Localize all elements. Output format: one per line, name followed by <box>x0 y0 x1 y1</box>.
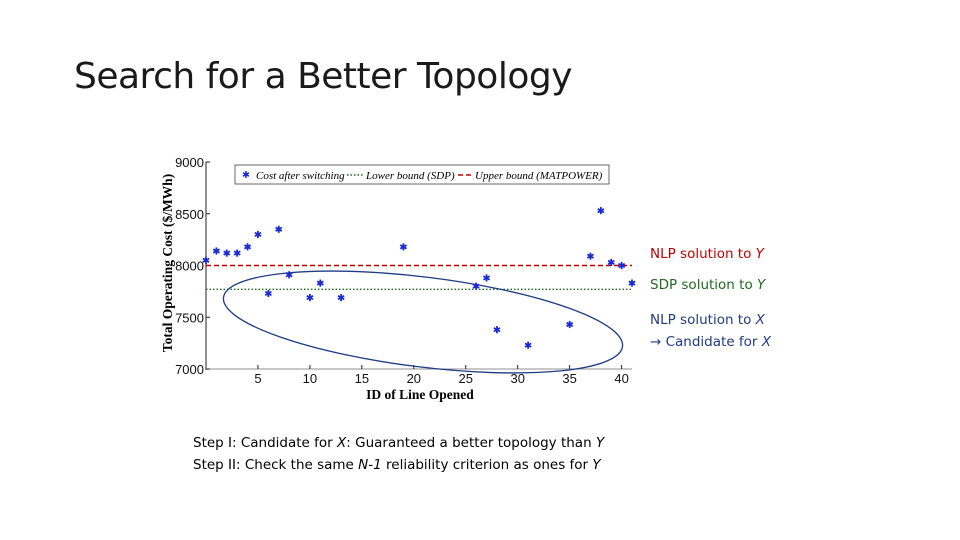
data-point-core <box>224 251 229 255</box>
data-point <box>482 274 491 282</box>
data-point <box>586 252 595 260</box>
data-point-core <box>609 260 614 265</box>
x-tick-label: 35 <box>562 371 576 386</box>
data-point <box>628 279 636 287</box>
x-tick-label: 25 <box>459 371 473 386</box>
step-1-prefix: Step I: Candidate for <box>193 435 338 451</box>
data-point-core <box>214 249 219 253</box>
data-point-core <box>526 343 530 347</box>
data-point <box>337 293 345 302</box>
data-point <box>566 320 574 329</box>
data-point-core <box>308 295 312 300</box>
annotation-sdp-y-var: Y <box>757 277 766 293</box>
annotation-nlp-y-text: NLP solution to <box>650 246 756 262</box>
data-point <box>243 243 252 251</box>
step-2-prefix: Step II: Check the same <box>193 457 359 473</box>
data-point <box>233 249 241 257</box>
x-axis-label: ID of Line Opened <box>366 387 474 402</box>
y-tick-label: 7000 <box>175 362 204 377</box>
data-point-core <box>474 284 478 289</box>
legend-entry-upper: Upper bound (MATPOWER) <box>475 170 603 182</box>
step-1-var: X <box>337 435 347 451</box>
data-point-core <box>630 281 634 285</box>
y-tick-label: 8500 <box>175 207 204 222</box>
data-point <box>285 271 293 279</box>
data-point <box>399 243 407 251</box>
candidate-region <box>222 270 624 374</box>
data-point-core <box>276 227 281 232</box>
y-tick-label: 9000 <box>175 155 204 170</box>
x-tick-label: 20 <box>407 371 421 386</box>
chart-legend: Cost after switching Lower bound (SDP) Upp… <box>234 164 610 185</box>
data-point-core <box>484 276 489 280</box>
legend-entry-cost: Cost after switching <box>256 170 345 182</box>
annotation-sdp-y-text: SDP solution to <box>650 277 757 293</box>
annotation-candidate: → Candidate for X <box>650 334 771 350</box>
data-point-core <box>266 291 271 296</box>
data-point-core <box>235 251 239 255</box>
annotation-nlp-x: NLP solution to X <box>650 312 765 328</box>
arrow-right-icon: → <box>650 334 662 350</box>
x-tick-label: 10 <box>303 371 317 386</box>
data-point <box>472 282 480 290</box>
chart-axes: 7000 7500 8000 8500 9000 5 10 15 20 25 30 35 40 <box>175 155 632 386</box>
data-point-core <box>619 263 624 268</box>
x-tick-label: 40 <box>614 371 628 386</box>
data-point-core <box>567 322 572 327</box>
data-point-core <box>287 273 291 277</box>
step-1-mid: : Guaranteed a better topology than <box>346 435 596 451</box>
data-point-core <box>401 245 406 249</box>
data-point-core <box>245 245 250 249</box>
x-tick-label: 15 <box>355 371 369 386</box>
data-point <box>607 258 615 266</box>
annotation-nlp-x-text: NLP solution to <box>650 312 756 328</box>
data-point <box>202 256 210 264</box>
step-2: Step II: Check the same N-1 reliability … <box>193 454 604 476</box>
data-point <box>306 293 314 302</box>
data-point-core <box>318 281 323 285</box>
x-tick-label: 30 <box>510 371 524 386</box>
slide-title: Search for a Better Topology <box>74 56 573 97</box>
y-tick-label: 7500 <box>175 310 204 325</box>
reference-lines <box>206 264 632 291</box>
step-1: Step I: Candidate for X: Guaranteed a be… <box>193 432 604 454</box>
annotation-nlp-y: NLP solution to Y <box>650 246 764 262</box>
legend-box <box>234 164 610 185</box>
x-tick-label: 5 <box>254 371 261 386</box>
data-point <box>275 225 283 233</box>
data-point-core <box>256 232 260 237</box>
data-point <box>524 341 532 349</box>
data-point <box>223 249 231 257</box>
data-point-core <box>204 258 208 263</box>
data-point-core <box>588 254 593 258</box>
legend-marker <box>242 171 250 178</box>
data-point <box>618 261 626 270</box>
annotation-nlp-y-var: Y <box>755 246 764 262</box>
candidate-ellipse <box>222 270 624 374</box>
annotation-candidate-text: Candidate for <box>661 334 762 350</box>
step-2-var2: Y <box>592 457 601 473</box>
data-point <box>212 247 220 255</box>
steps-text: Step I: Candidate for X: Guaranteed a be… <box>193 432 604 476</box>
annotation-sdp-y: SDP solution to Y <box>650 277 765 293</box>
data-points <box>202 207 636 349</box>
data-point <box>597 207 605 215</box>
annotation-nlp-x-var: X <box>755 312 765 328</box>
data-point <box>316 279 324 287</box>
data-point-core <box>495 327 499 332</box>
step-1-var2: Y <box>595 435 605 451</box>
legend-entry-lower: Lower bound (SDP) <box>365 170 455 182</box>
annotation-candidate-var: X <box>761 334 772 350</box>
y-tick-label: 8000 <box>175 259 204 274</box>
y-axis-label: Total Operating Cost ($/MWh) <box>160 174 175 352</box>
data-point <box>493 326 501 334</box>
step-2-mid: reliability criterion as ones for <box>381 457 593 473</box>
data-point-core <box>339 295 343 300</box>
data-point <box>254 230 262 239</box>
step-2-var: N-1 <box>358 457 382 473</box>
legend-marker-spoke <box>242 172 250 177</box>
data-point-core <box>599 208 603 213</box>
data-point <box>264 289 272 298</box>
